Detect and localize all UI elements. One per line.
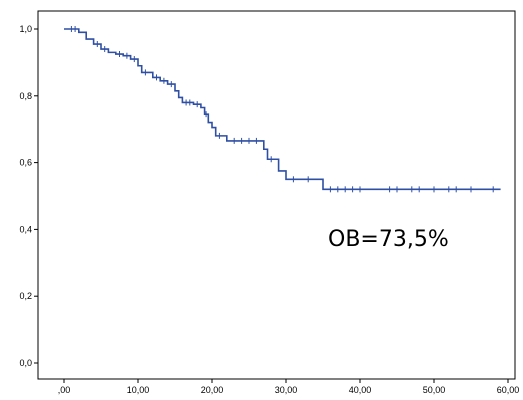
y-axis-ticks: 0,0 0,2 0,4 0,6 0,8 1,0: [19, 24, 38, 368]
x-tick-label: 20,00: [201, 385, 224, 395]
plot-area: [37, 10, 516, 380]
x-tick-label: 10,00: [127, 385, 150, 395]
y-tick-label: 0,4: [19, 224, 32, 234]
x-tick-label: 60,00: [497, 385, 520, 395]
survival-step-line: [64, 28, 501, 191]
y-tick-label: 1,0: [19, 24, 32, 34]
y-tick-label: 0,6: [19, 158, 32, 168]
y-tick-label: 0,2: [19, 291, 32, 301]
series-layer: [64, 26, 501, 193]
y-tick-label: 0,0: [19, 358, 32, 368]
y-tick-label: 0,8: [19, 91, 32, 101]
x-tick-label: 50,00: [423, 385, 446, 395]
x-tick-label: 40,00: [349, 385, 372, 395]
survival-annotation: OB=73,5%: [328, 227, 449, 252]
x-tick-label: ,00: [58, 385, 71, 395]
x-axis-ticks: ,00 10,00 20,00 30,00 40,00 50,00 60,00: [58, 379, 520, 395]
x-tick-label: 30,00: [275, 385, 298, 395]
